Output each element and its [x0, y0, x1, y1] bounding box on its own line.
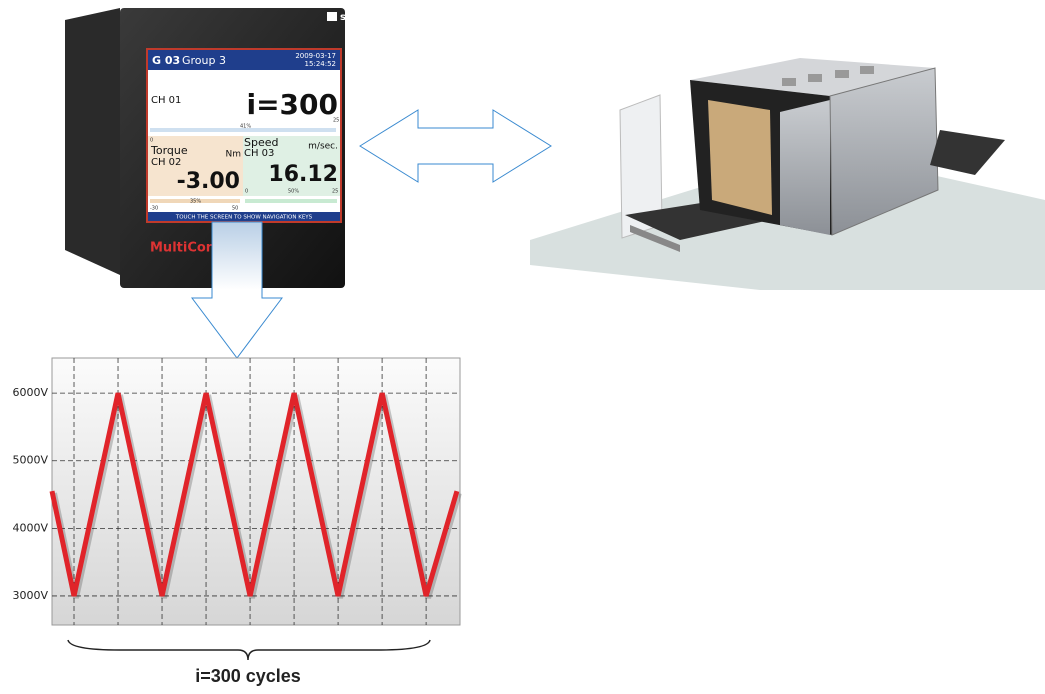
ch2-value: -3.00: [177, 169, 240, 194]
bar-label: 0: [150, 138, 153, 144]
y-tick-label: 3000V: [12, 589, 48, 602]
double-arrow: [360, 110, 551, 182]
bar-label: 35%: [190, 199, 201, 205]
caption: i=300 cycles: [195, 666, 301, 686]
bar-label: 50: [232, 206, 238, 212]
ch1-value: i=300: [246, 88, 338, 121]
machine: [530, 58, 1045, 290]
bar-label: 50%: [288, 189, 299, 195]
bar-label: 25: [332, 189, 338, 195]
group-id: G 03: [152, 54, 180, 67]
y-tick-label: 6000V: [12, 386, 48, 399]
ch3-unit: m/sec.: [308, 142, 338, 152]
brace: [68, 640, 430, 660]
ch2-name: CH 02: [151, 157, 181, 168]
date: 2009-03-17: [295, 52, 336, 60]
ch1-name: CH 01: [151, 95, 181, 106]
bar-label: 41%: [240, 124, 251, 130]
scene: simex G 03 Group 3 2009-03-17 15:24:52 C…: [0, 0, 1045, 690]
ch2-quantity: Torque: [150, 144, 188, 157]
bar-label: 0: [245, 189, 248, 195]
y-tick-label: 5000V: [12, 454, 48, 467]
ch3-name: CH 03: [244, 148, 274, 159]
bar-label: -30: [150, 206, 158, 212]
ch2-unit: Nm: [226, 150, 242, 160]
time: 15:24:52: [305, 60, 336, 68]
bar-label: 25: [333, 118, 339, 124]
model: MultiCon: [150, 241, 215, 256]
page: simex G 03 Group 3 2009-03-17 15:24:52 C…: [0, 0, 1045, 690]
chart: 3000V 4000V 5000V 6000V: [12, 358, 460, 625]
hint: TOUCH THE SCREEN TO SHOW NAVIGATION KEYS: [175, 215, 313, 221]
y-tick-label: 4000V: [12, 521, 48, 534]
brand: simex: [340, 12, 374, 23]
group-name: Group 3: [182, 54, 226, 67]
ch3-value: 16.12: [268, 162, 338, 187]
